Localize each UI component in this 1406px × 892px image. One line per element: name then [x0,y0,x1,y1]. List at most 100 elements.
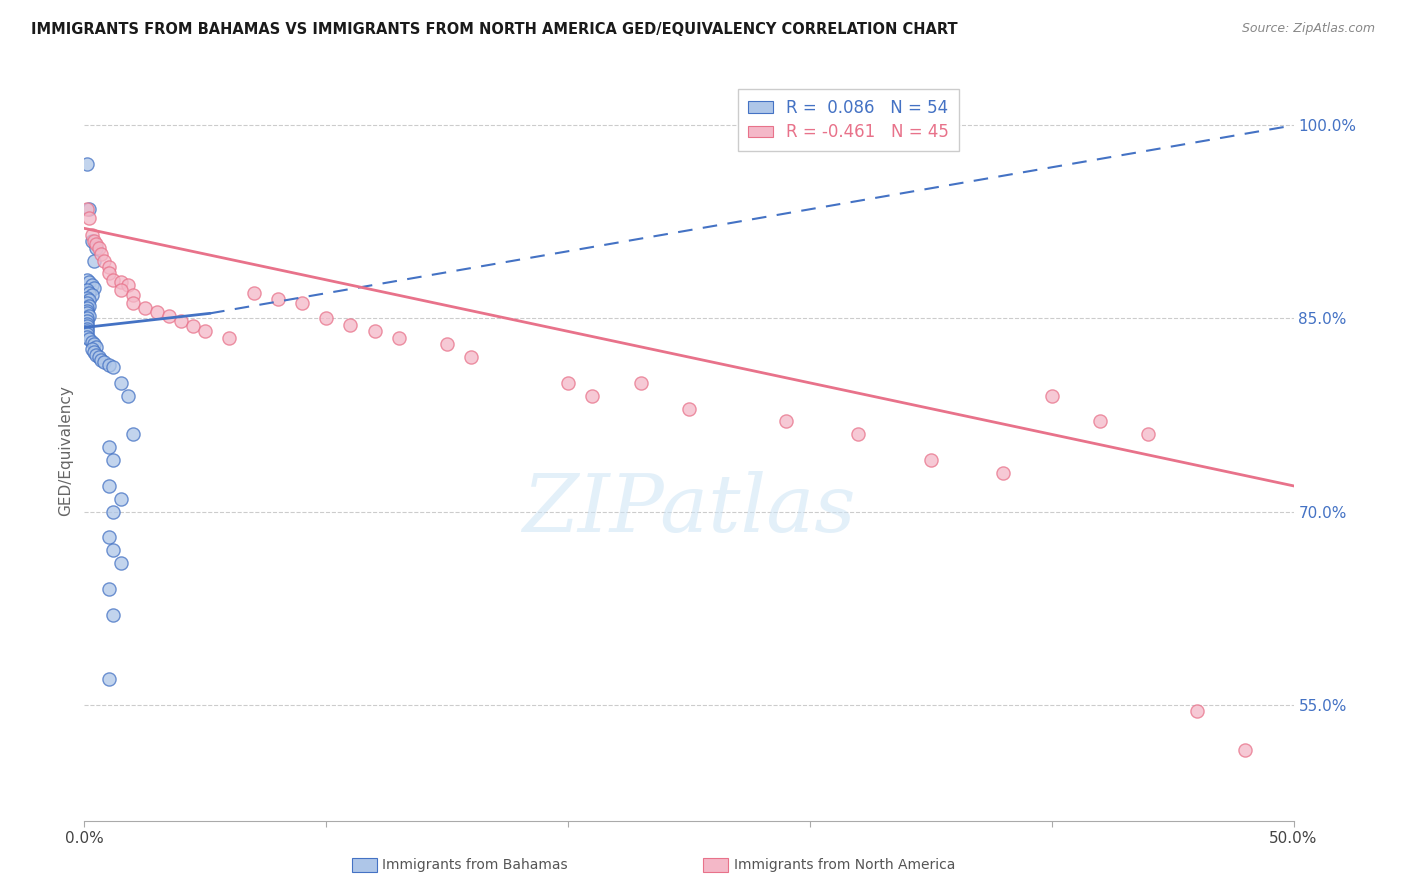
Text: Immigrants from Bahamas: Immigrants from Bahamas [382,858,568,872]
Point [103,273,125,287]
Point [388,331,411,345]
Point [110,276,132,290]
Point [93,355,115,369]
Point [121,427,143,442]
Point [993,466,1015,480]
Point [291,296,314,310]
Point [110,491,132,506]
Point [87,241,110,255]
Point [110,376,132,390]
Point [1137,427,1160,442]
Point [83,337,105,351]
Point [76,202,98,216]
Point [121,288,143,302]
Point [97,530,120,544]
Point [76,317,98,331]
Point [77,299,100,313]
Point [83,253,105,268]
Point [76,291,98,305]
Point [110,556,132,570]
Point [77,293,100,308]
Point [117,278,139,293]
Point [76,324,98,338]
Point [76,273,98,287]
Point [90,352,112,367]
Point [557,376,579,390]
Point [93,253,115,268]
Point [194,324,217,338]
Point [157,309,180,323]
Point [86,340,108,354]
Point [76,303,98,318]
Point [77,276,100,290]
Point [775,415,797,429]
Point [1040,389,1063,403]
Point [103,453,125,467]
Text: ZIPatlas: ZIPatlas [522,471,856,549]
Point [76,311,98,326]
Point [80,234,103,248]
Text: Immigrants from North America: Immigrants from North America [734,858,955,872]
Point [846,427,869,442]
Point [76,301,98,315]
Point [76,296,98,310]
Point [97,260,120,274]
Point [77,309,100,323]
Point [103,543,125,558]
Point [97,672,120,686]
Point [77,211,100,225]
Point [218,331,240,345]
Point [76,283,98,297]
Point [170,314,193,328]
Point [146,305,169,319]
Point [117,389,139,403]
Point [103,360,125,375]
Point [77,202,100,216]
Point [86,347,108,361]
Point [80,288,103,302]
Point [242,285,264,300]
Point [76,306,98,320]
Legend: R =  0.086   N = 54, R = -0.461   N = 45: R = 0.086 N = 54, R = -0.461 N = 45 [738,88,959,152]
Point [581,389,603,403]
Point [630,376,652,390]
Point [315,311,337,326]
Point [363,324,385,338]
Point [76,329,98,343]
Point [80,227,103,242]
Point [103,607,125,622]
Point [339,318,361,332]
Point [80,343,103,357]
Point [134,301,156,315]
Point [436,337,458,351]
Point [86,241,108,255]
Point [181,319,204,334]
Point [460,350,482,364]
Point [121,296,143,310]
Point [1234,743,1257,757]
Point [87,350,110,364]
Y-axis label: GED/Equivalency: GED/Equivalency [58,385,73,516]
Point [86,236,108,251]
Point [678,401,700,416]
Point [97,582,120,596]
Point [97,267,120,281]
Point [76,157,98,171]
Point [1185,704,1208,718]
Point [97,358,120,372]
Text: IMMIGRANTS FROM BAHAMAS VS IMMIGRANTS FROM NORTH AMERICA GED/EQUIVALENCY CORRELA: IMMIGRANTS FROM BAHAMAS VS IMMIGRANTS FR… [31,22,957,37]
Point [90,247,112,261]
Point [83,345,105,359]
Point [267,292,290,306]
Point [76,319,98,334]
Point [83,234,105,248]
Point [76,314,98,328]
Point [97,479,120,493]
Point [97,440,120,454]
Point [80,278,103,293]
Point [1088,415,1111,429]
Point [77,285,100,300]
Point [80,334,103,349]
Point [920,453,942,467]
Point [76,326,98,341]
